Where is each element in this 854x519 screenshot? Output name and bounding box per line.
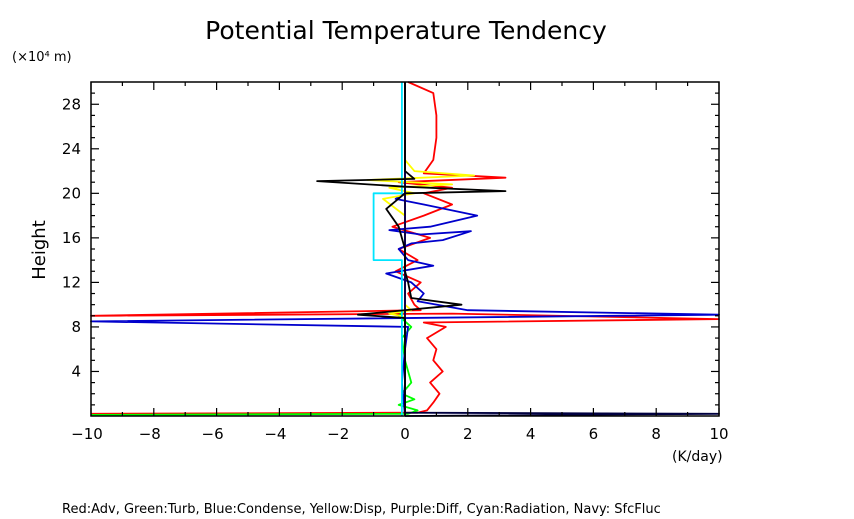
x-tick-label: 6 — [589, 425, 599, 443]
y-tick-label: 12 — [62, 273, 81, 291]
y-axis-label: Height — [29, 220, 50, 280]
x-tick-label: 8 — [651, 425, 661, 443]
x-tick-label: 10 — [709, 425, 728, 443]
y-unit-label: (×10⁴ m) — [12, 50, 72, 65]
plot-frame — [90, 81, 720, 417]
y-tick-label: 16 — [62, 229, 81, 247]
series-line-radiation — [372, 82, 403, 416]
x-tick-label: −8 — [139, 425, 161, 443]
x-tick-label: −2 — [327, 425, 349, 443]
series-line-disp — [366, 82, 475, 416]
y-tick-label: 8 — [71, 318, 81, 336]
legend-caption: Red:Adv, Green:Turb, Blue:Condense, Yell… — [62, 502, 661, 517]
series-line-sfcfluc — [404, 82, 720, 417]
x-tick-label: −4 — [264, 425, 286, 443]
y-tick-label: 4 — [71, 362, 81, 380]
x-tick-label: −6 — [202, 425, 224, 443]
x-tick-label: −10 — [71, 425, 103, 443]
y-tick-label: 20 — [62, 184, 81, 202]
x-tick-label: 0 — [400, 425, 410, 443]
series-line-turb — [90, 82, 419, 416]
series-layer — [90, 81, 720, 417]
x-tick-label: 4 — [526, 425, 536, 443]
y-tick-label: 28 — [62, 95, 81, 113]
chart-title: Potential Temperature Tendency — [205, 16, 607, 45]
series-line-total — [316, 82, 507, 416]
x-unit-label: (K/day) — [672, 449, 723, 465]
x-tick-label: 2 — [463, 425, 473, 443]
series-line-adv — [90, 81, 720, 415]
y-tick-label: 24 — [62, 140, 81, 158]
